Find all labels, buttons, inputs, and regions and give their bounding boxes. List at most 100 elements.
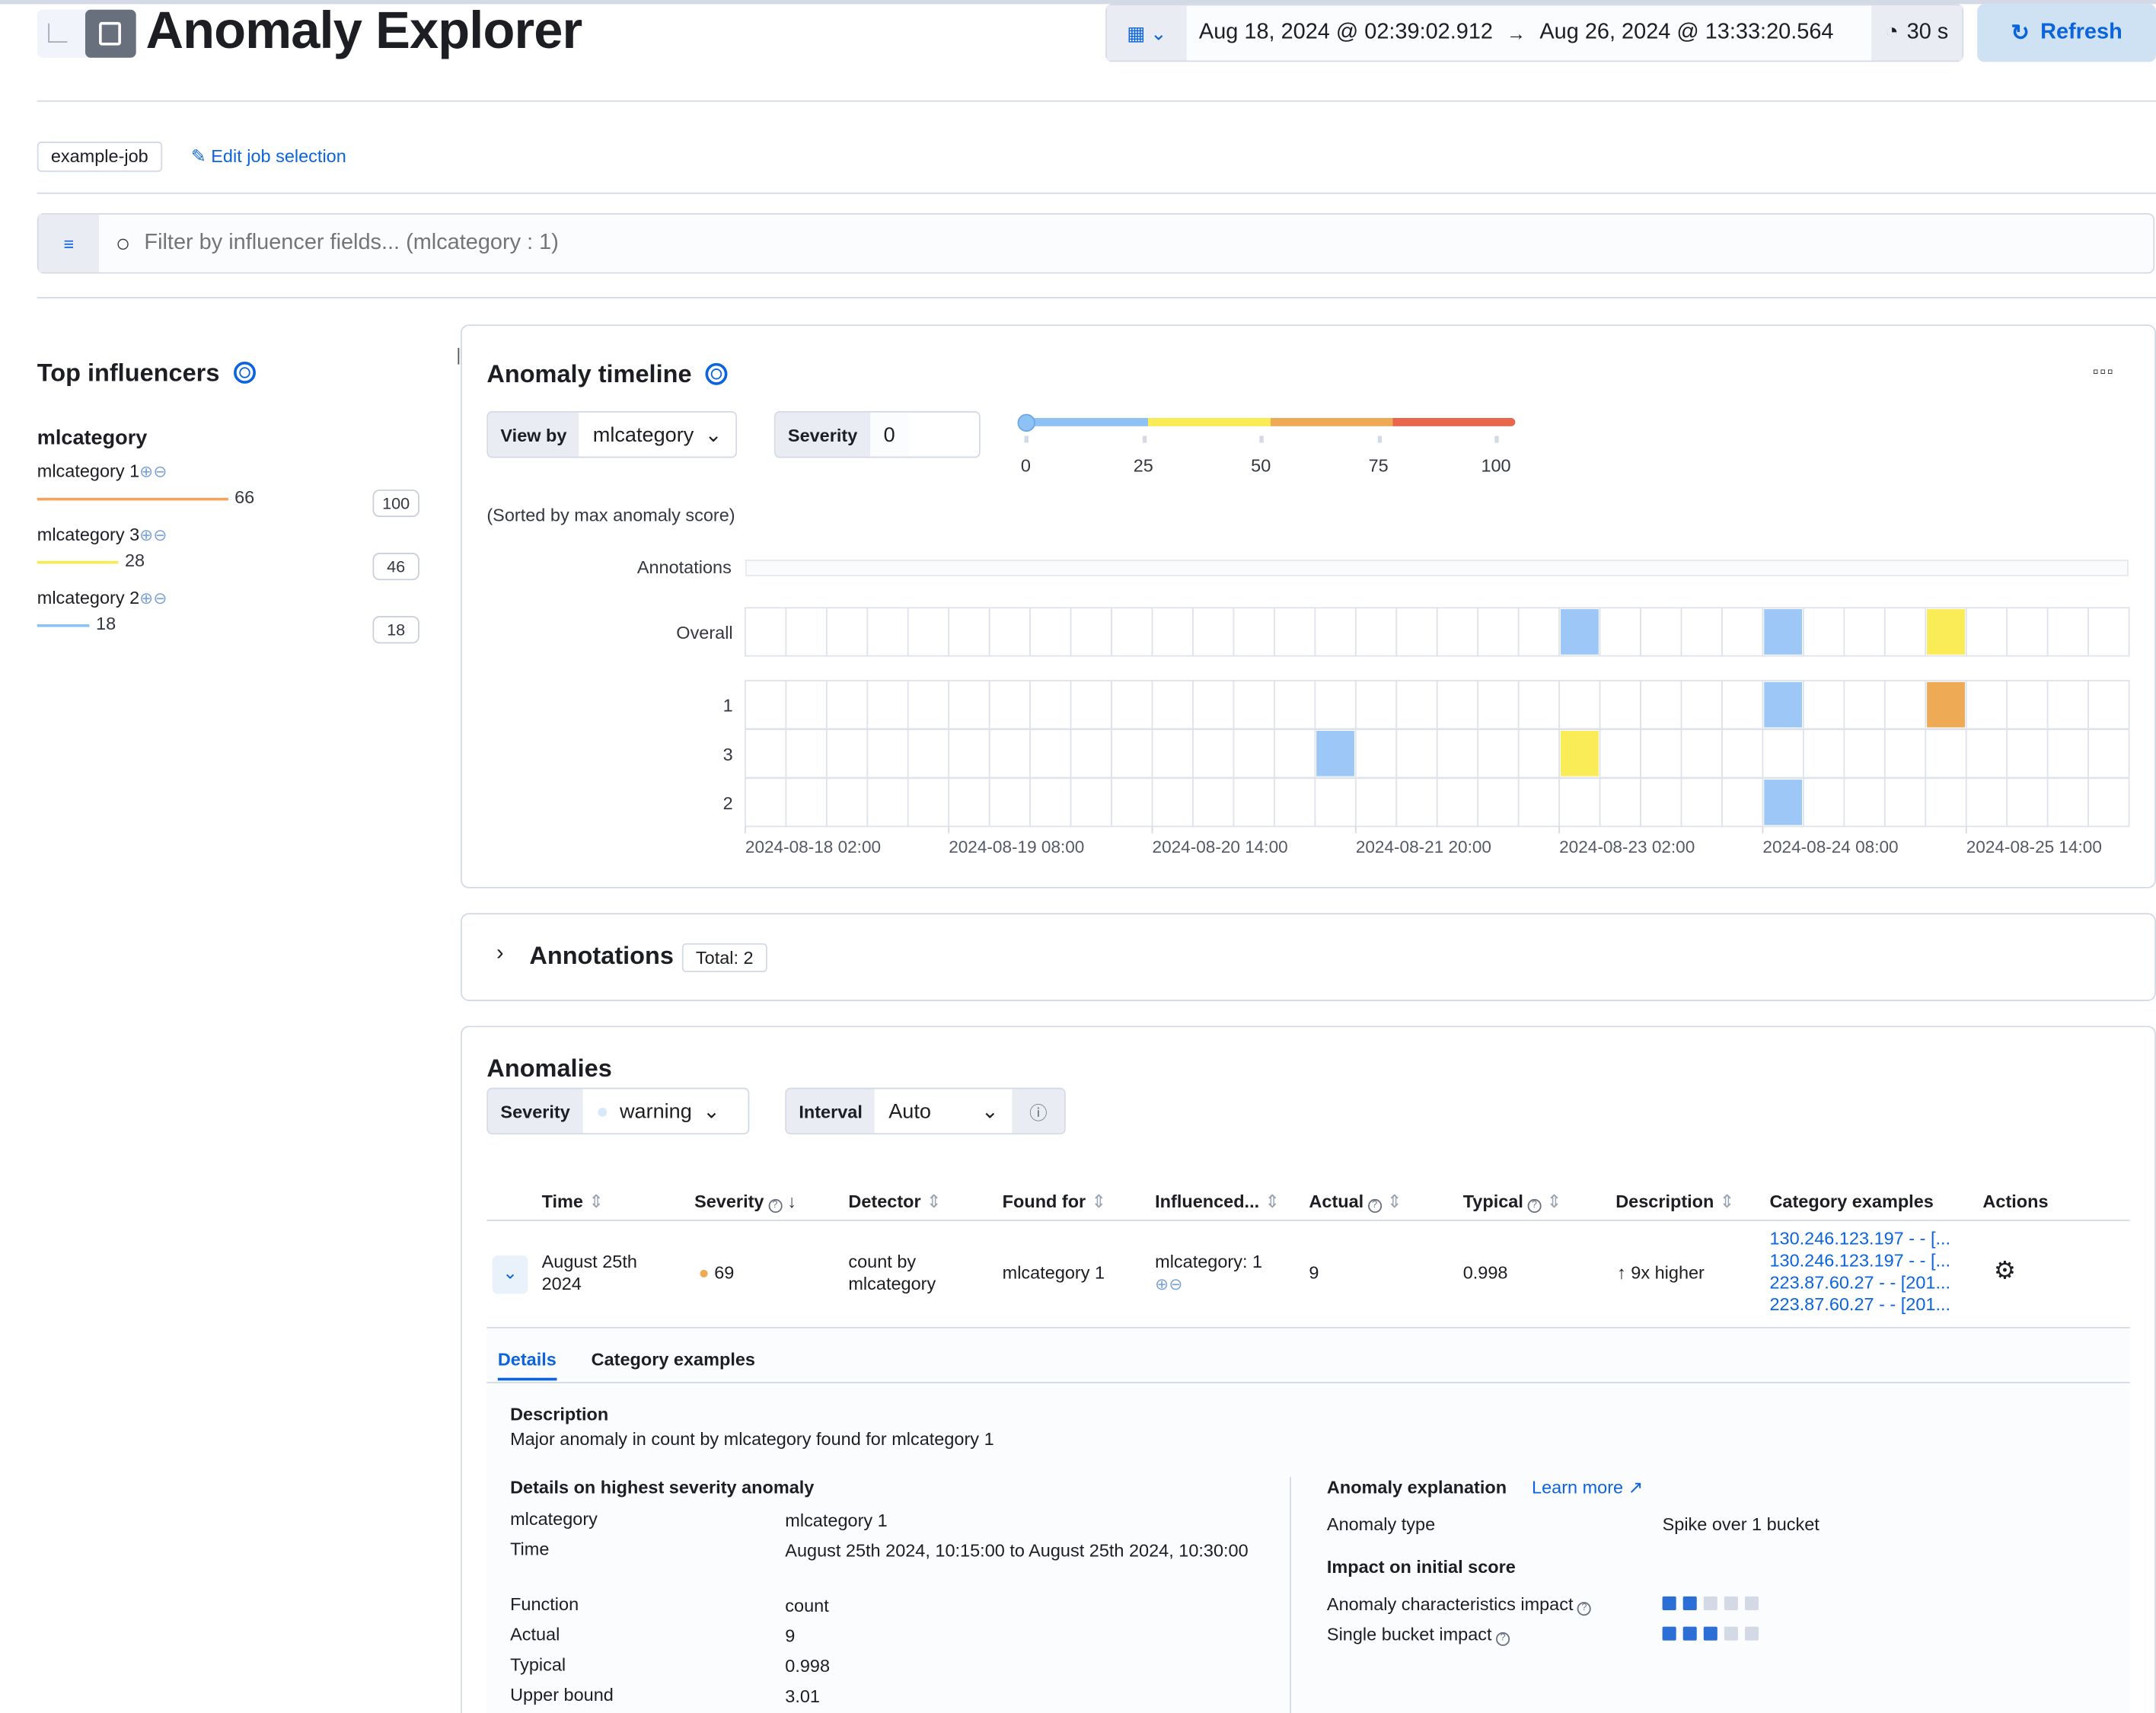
heatmap-cell[interactable] [988,777,1032,828]
heatmap-cell[interactable] [1965,607,2008,657]
heatmap-cell[interactable] [1395,729,1438,779]
heatmap-anomaly-cell[interactable] [1560,730,1599,777]
heatmap-cell[interactable] [1395,607,1438,657]
heatmap-cell[interactable] [2046,680,2090,730]
heatmap-cell[interactable] [1599,777,1641,828]
heatmap-cell[interactable] [2087,777,2130,828]
heatmap-cell[interactable] [988,729,1032,779]
heatmap-cell[interactable] [785,607,828,657]
heatmap-cell[interactable] [1599,680,1641,730]
heatmap-cell[interactable] [1233,777,1275,828]
column-header[interactable]: Found for ⇕ [1002,1191,1107,1212]
heatmap-cell[interactable] [1803,729,1845,779]
heatmap-cell[interactable] [1517,607,1561,657]
heatmap-cell[interactable] [2006,607,2049,657]
column-header[interactable]: Severity? ↓ [694,1191,796,1213]
heatmap-cell[interactable] [1803,777,1845,828]
job-badge[interactable]: example-job [37,142,162,172]
heatmap-cell[interactable] [745,607,787,657]
heatmap-anomaly-cell[interactable] [1764,681,1803,728]
heatmap-cell[interactable] [1477,729,1520,779]
tab-category-examples[interactable]: Category examples [591,1348,755,1370]
help-icon[interactable] [233,362,256,384]
heatmap-cell[interactable] [948,777,990,828]
heatmap-cell[interactable] [745,680,787,730]
heatmap-cell[interactable] [1843,729,1886,779]
heatmap-cell[interactable] [948,729,990,779]
heatmap-cell[interactable] [907,680,950,730]
heatmap-cell[interactable] [866,680,909,730]
heatmap-cell[interactable] [1640,607,1682,657]
heatmap-cell[interactable] [988,680,1032,730]
heatmap-cell[interactable] [1111,607,1153,657]
severity-select[interactable]: Severity ● warning ⌄ [486,1087,750,1135]
heatmap-cell[interactable] [1640,729,1682,779]
heatmap-cell[interactable] [1354,680,1398,730]
heatmap-cell[interactable] [745,777,787,828]
start-date[interactable]: Aug 18, 2024 @ 02:39:02.912 [1198,21,1493,44]
heatmap-cell[interactable] [1599,607,1641,657]
heatmap-cell[interactable] [1192,729,1235,779]
calendar-icon[interactable]: ▦ ⌄ [1106,5,1187,61]
heatmap-anomaly-cell[interactable] [1764,609,1803,655]
heatmap-cell[interactable] [1395,680,1438,730]
column-header[interactable]: Description ⇕ [1615,1191,1735,1212]
severity-slider[interactable] [1025,418,1516,426]
heatmap-cell[interactable] [2087,729,2130,779]
date-picker[interactable]: ▦ ⌄ Aug 18, 2024 @ 02:39:02.912 → Aug 26… [1105,4,1964,62]
heatmap-cell[interactable] [1151,777,1194,828]
heatmap-cell[interactable] [1111,777,1153,828]
heatmap-cell[interactable] [1680,680,1723,730]
annotations-lane[interactable] [745,560,2129,576]
heatmap-anomaly-cell[interactable] [1927,681,1965,728]
column-header[interactable]: Typical? ⇕ [1462,1191,1562,1213]
heatmap-cell[interactable] [1354,607,1398,657]
heatmap-cell[interactable] [948,680,990,730]
heatmap-anomaly-cell[interactable] [1927,609,1965,655]
heatmap-cell[interactable] [1436,777,1479,828]
remove-filter-icon[interactable]: ⊖ [153,525,167,545]
heatmap-cell[interactable] [1192,607,1235,657]
heatmap-cell[interactable] [1762,729,1804,779]
heatmap-cell[interactable] [745,729,787,779]
influencer-label[interactable]: mlcategory 2 [37,587,140,608]
heatmap-cell[interactable] [1233,680,1275,730]
heatmap-cell[interactable] [907,729,950,779]
heatmap-cell[interactable] [1029,607,1072,657]
learn-more-link[interactable]: Learn more ↗ [1532,1476,1644,1498]
heatmap-cell[interactable] [1070,680,1112,730]
heatmap-anomaly-cell[interactable] [1560,609,1599,655]
heatmap-cell[interactable] [1314,607,1357,657]
auto-refresh[interactable]: ◔ 30 s [1871,5,1963,61]
remove-filter-icon[interactable]: ⊖ [153,589,167,608]
heatmap-cell[interactable] [1965,680,2008,730]
heatmap-cell[interactable] [825,607,869,657]
heatmap-cell[interactable] [866,777,909,828]
heatmap-cell[interactable] [1354,729,1398,779]
heatmap-cell[interactable] [1436,729,1479,779]
category-example-link[interactable]: 223.87.60.27 - - [201... [1769,1294,1951,1315]
heatmap-cell[interactable] [1274,777,1316,828]
heatmap-cell[interactable] [907,607,950,657]
heatmap-cell[interactable] [1070,777,1112,828]
edit-job-selection-link[interactable]: ✎ Edit job selection [191,145,346,167]
heatmap-cell[interactable] [1395,777,1438,828]
tab-details[interactable]: Details [497,1349,557,1381]
heatmap-cell[interactable] [1558,777,1601,828]
heatmap-cell[interactable] [1192,777,1235,828]
heatmap-cell[interactable] [866,607,909,657]
heatmap-cell[interactable] [1925,777,1967,828]
heatmap-cell[interactable] [1436,680,1479,730]
heatmap-cell[interactable] [1965,729,2008,779]
heatmap-cell[interactable] [1477,607,1520,657]
heatmap-cell[interactable] [1070,729,1112,779]
influencer-label[interactable]: mlcategory 1 [37,461,140,482]
heatmap-cell[interactable] [1517,680,1561,730]
help-icon[interactable]: ⓘ [1012,1089,1064,1134]
heatmap-cell[interactable] [1233,607,1275,657]
category-example-link[interactable]: 130.246.123.197 - - [... [1769,1227,1951,1249]
heatmap-cell[interactable] [1803,607,1845,657]
heatmap-cell[interactable] [1151,607,1194,657]
heatmap-cell[interactable] [1680,777,1723,828]
heatmap-cell[interactable] [1883,777,1927,828]
